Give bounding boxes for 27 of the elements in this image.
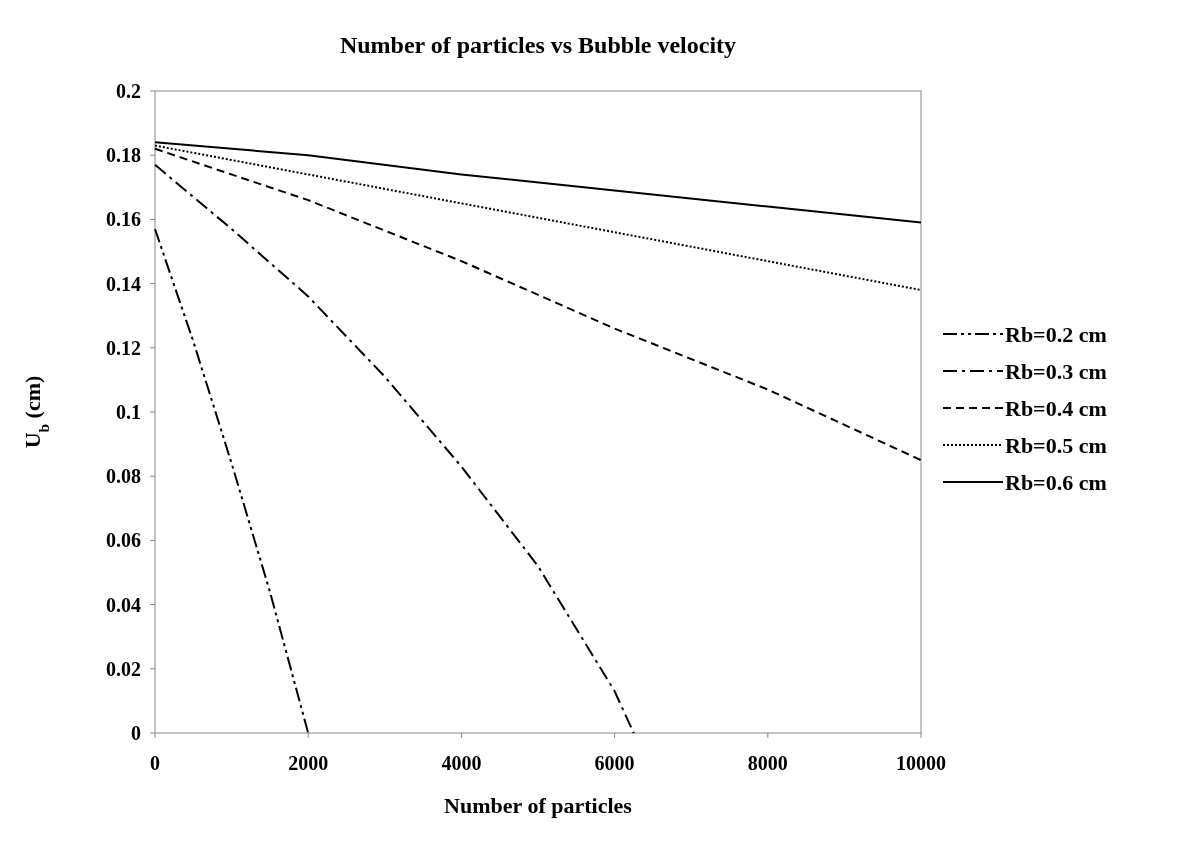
y-tick-label: 0.12 [106, 336, 141, 359]
legend-label: Rb=0.5 cm [1005, 432, 1107, 458]
x-tick-label: 2000 [288, 752, 329, 774]
x-tick-label: 4000 [441, 752, 482, 774]
x-tick-label: 0 [150, 752, 160, 774]
legend-label: Rb=0.3 cm [1005, 358, 1107, 384]
y-tick-label: 0.04 [106, 593, 141, 616]
y-tick-label: 0.14 [106, 272, 141, 295]
x-tick-label: 10000 [896, 752, 946, 774]
y-tick-label: 0 [131, 722, 141, 744]
y-tick-label: 0.08 [106, 465, 141, 488]
line-series [154, 147, 922, 462]
x-tick-label: 6000 [594, 752, 635, 774]
y-tick-label: 0.16 [106, 208, 141, 231]
x-axis-title: Number of particles [444, 793, 633, 818]
x-tick-label: 8000 [747, 752, 788, 774]
legend-label: Rb=0.2 cm [1005, 321, 1107, 347]
y-tick-label: 0.06 [106, 529, 141, 552]
line-series [154, 163, 635, 734]
y-tick-label: 0.18 [106, 144, 141, 167]
y-tick-label: 0.2 [116, 80, 141, 102]
legend-label: Rb=0.4 cm [1005, 395, 1107, 421]
chart-title: Number of particles vs Bubble velocity [339, 32, 737, 58]
legend-label: Rb=0.6 cm [1005, 469, 1107, 495]
y-tick-label: 0.1 [116, 401, 141, 423]
y-tick-label: 0.02 [106, 657, 141, 680]
line-series [154, 228, 310, 734]
